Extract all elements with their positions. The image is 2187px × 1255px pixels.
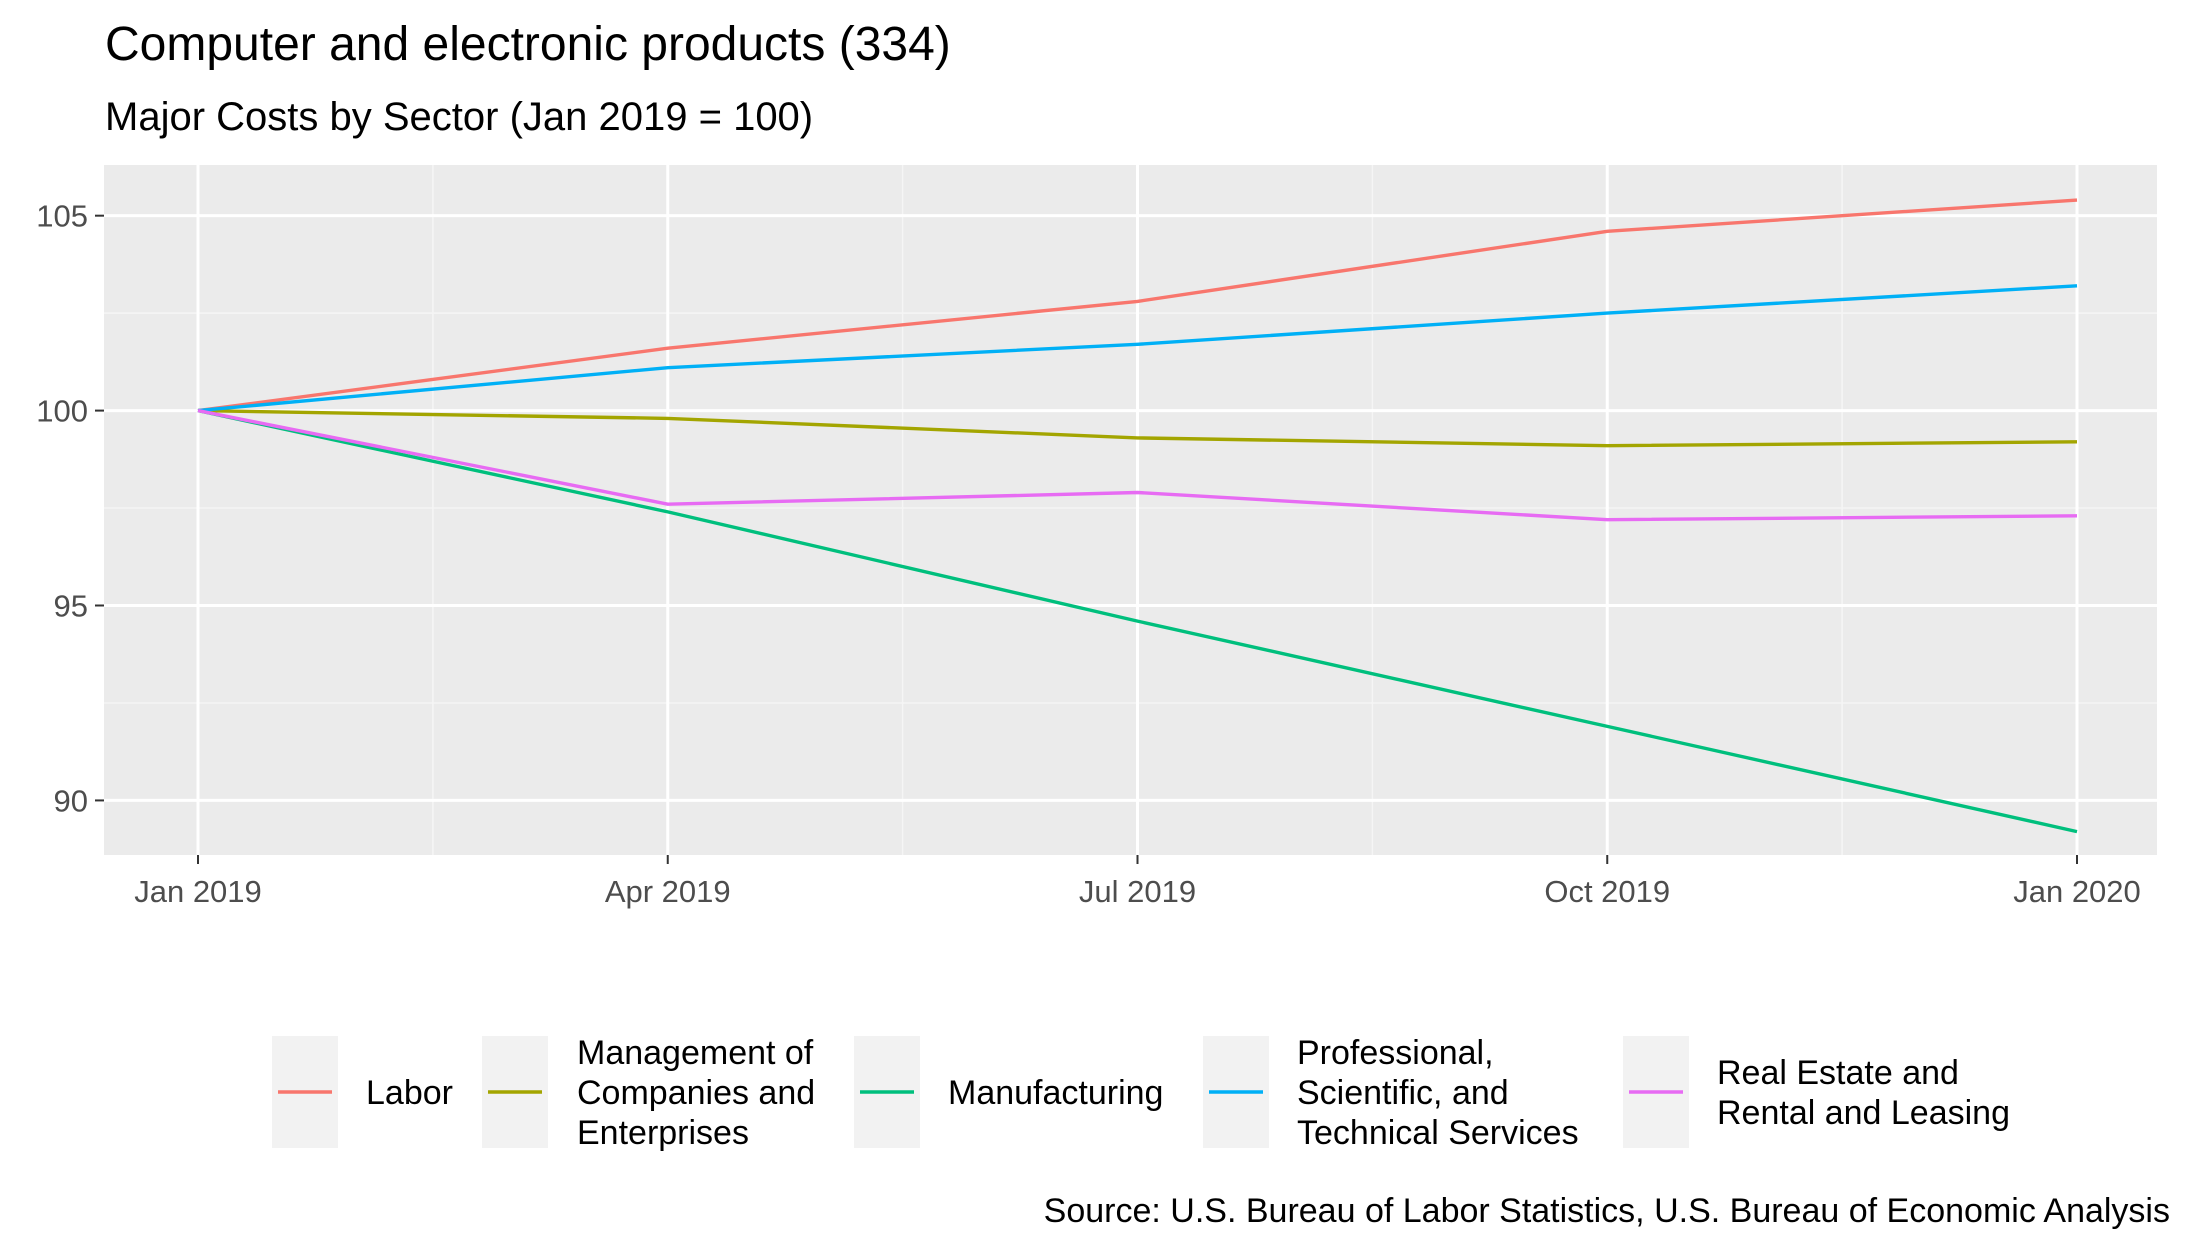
chart-title: Computer and electronic products (334) bbox=[105, 18, 951, 71]
legend-item-manufacturing: Manufacturing bbox=[854, 1036, 1163, 1148]
x-axis: Jan 2019 Apr 2019 Jul 2019 Oct 2019 Jan 2020 bbox=[134, 855, 2141, 909]
legend-label: Real Estate and bbox=[1717, 1054, 1959, 1092]
y-tick-label: 90 bbox=[54, 783, 88, 818]
titles: Computer and electronic products (334) M… bbox=[105, 18, 951, 139]
legend-label: Manufacturing bbox=[948, 1074, 1163, 1112]
plot-panel bbox=[104, 165, 2157, 855]
y-tick-label: 95 bbox=[54, 589, 88, 624]
series-lines bbox=[197, 198, 2078, 834]
legend-label: Labor bbox=[366, 1074, 453, 1112]
legend-label: Rental and Leasing bbox=[1717, 1094, 2010, 1132]
x-tick-label: Oct 2019 bbox=[1544, 874, 1670, 909]
x-tick-label: Jan 2019 bbox=[134, 874, 262, 909]
gridlines bbox=[104, 165, 2157, 855]
plot-background bbox=[104, 165, 2157, 855]
y-axis: 90 95 100 105 bbox=[36, 199, 104, 818]
legend-label: Technical Services bbox=[1297, 1114, 1579, 1152]
x-tick-label: Apr 2019 bbox=[605, 874, 731, 909]
legend-label: Professional, bbox=[1297, 1034, 1494, 1072]
series-line-labor bbox=[197, 198, 2078, 413]
legend-label: Companies and bbox=[577, 1074, 815, 1112]
series-line-manufacturing bbox=[197, 408, 2078, 834]
legend-item-labor: Labor bbox=[272, 1036, 453, 1148]
y-tick-label: 105 bbox=[36, 199, 88, 234]
legend-label: Enterprises bbox=[577, 1114, 749, 1152]
chart-caption: Source: U.S. Bureau of Labor Statistics,… bbox=[1044, 1192, 2170, 1230]
series-line-management-of-companies-and-enterprises bbox=[197, 408, 2078, 448]
chart-subtitle: Major Costs by Sector (Jan 2019 = 100) bbox=[105, 95, 813, 139]
x-tick-label: Jul 2019 bbox=[1079, 874, 1196, 909]
series-line-real-estate-and-rental-and-leasing bbox=[197, 408, 2078, 522]
legend-label: Management of bbox=[577, 1034, 814, 1072]
series-line-professional-scientific-and-technical-services bbox=[197, 284, 2078, 413]
x-tick-label: Jan 2020 bbox=[2013, 874, 2141, 909]
y-tick-label: 100 bbox=[36, 394, 88, 429]
legend-label: Scientific, and bbox=[1297, 1074, 1509, 1112]
